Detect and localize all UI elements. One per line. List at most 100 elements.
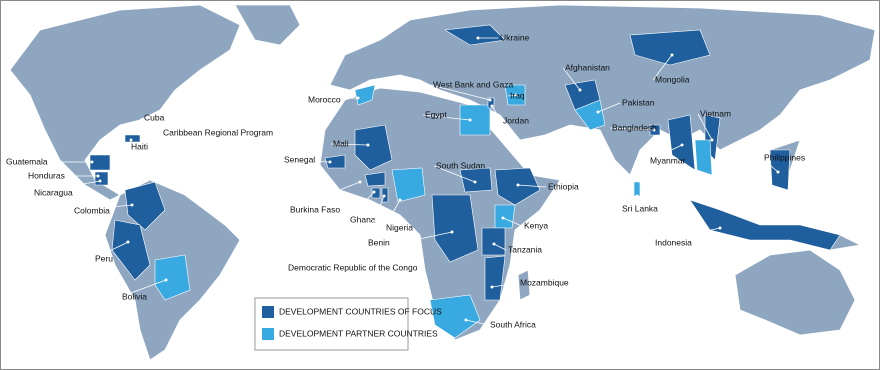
location-dot	[96, 174, 100, 178]
location-dot	[473, 180, 477, 184]
country-label: Peru	[95, 253, 113, 263]
location-dot	[490, 285, 494, 289]
legend-swatch	[262, 306, 274, 318]
country-label: Myanmar	[650, 155, 686, 165]
country-label: Ghana	[350, 214, 376, 224]
location-dot	[710, 138, 714, 142]
location-dot	[680, 143, 684, 147]
leader-line	[491, 105, 502, 122]
location-dot	[130, 203, 134, 207]
leader-line	[465, 319, 489, 326]
leader-line	[430, 84, 491, 101]
country-label: Morocco	[308, 94, 341, 104]
country-labels: Ukraine Afghanistan Mongolia West Bank and …	[4, 32, 805, 329]
country-label: Colombia	[74, 205, 110, 215]
location-dot	[514, 93, 518, 97]
leader-line	[562, 67, 581, 91]
country-label: Ethiopia	[548, 181, 579, 191]
leader-line	[491, 282, 519, 288]
legend-swatch	[262, 328, 274, 340]
location-dot	[129, 138, 133, 142]
leader-line	[347, 191, 375, 221]
leader-line	[383, 199, 401, 229]
country-label: Jordan	[503, 115, 529, 125]
leader-line	[761, 157, 779, 173]
leader-line	[285, 231, 453, 269]
country-label: Nicaragua	[34, 187, 73, 197]
leader-line	[129, 117, 143, 129]
country-label: Iraq	[510, 90, 525, 100]
location-dot	[718, 226, 722, 230]
country-label: Mozambique	[520, 277, 569, 287]
location-dot	[398, 198, 402, 202]
country-label: Senegal	[284, 154, 315, 164]
location-dot	[382, 194, 386, 198]
country-label: Guatemala	[6, 156, 48, 166]
leader-line	[697, 113, 713, 141]
country-label: Mongolia	[655, 74, 690, 84]
country-label: Democratic Republic of the Congo	[288, 262, 418, 272]
location-dot	[492, 242, 496, 246]
country-label: Egypt	[425, 109, 447, 119]
country-label: Ukraine	[500, 32, 530, 42]
location-dot	[372, 190, 376, 194]
country-label: West Bank and Gaza	[433, 79, 513, 89]
location-dot	[164, 278, 168, 282]
leader-line	[31, 180, 101, 194]
leader-line	[493, 243, 507, 251]
location-dot	[670, 53, 674, 57]
country-label: South Africa	[490, 319, 536, 329]
country-label: Afghanistan	[565, 62, 610, 72]
leader-line	[119, 279, 167, 298]
country-label: Burkina Faso	[290, 204, 340, 214]
location-dot	[488, 98, 492, 102]
location-dot	[652, 128, 656, 132]
country-label: Sri Lanka	[622, 203, 658, 213]
country-label: Tanzania	[508, 244, 542, 254]
location-dot	[464, 318, 468, 322]
legend-box	[254, 297, 409, 351]
location-dot	[143, 138, 147, 142]
leader-line	[330, 143, 369, 146]
leader-line	[619, 195, 638, 210]
leader-line	[422, 114, 471, 121]
country-label: Bangladesh	[612, 122, 657, 132]
leader-line	[287, 181, 361, 211]
location-dot	[635, 194, 639, 198]
leader-line	[144, 132, 162, 141]
leader-line	[305, 97, 359, 101]
leader-line	[597, 102, 621, 113]
leader-line	[433, 165, 476, 183]
country-label: Caribbean Regional Program	[163, 127, 273, 137]
location-dot	[450, 230, 454, 234]
location-dot	[776, 170, 780, 174]
location-dot	[366, 143, 370, 147]
location-dot	[501, 216, 505, 220]
location-dot	[468, 118, 472, 122]
country-label: Cuba	[144, 112, 165, 122]
leader-line	[92, 241, 129, 260]
country-label: South Sudan	[436, 160, 485, 170]
location-dot	[128, 126, 132, 130]
country-label: Honduras	[28, 170, 65, 180]
location-dot	[578, 88, 582, 92]
legend: DEVELOPMENT COUNTRIES OF FOCUS DEVELOPMEN…	[254, 297, 442, 351]
country-label: Benin	[368, 237, 390, 247]
location-dot	[596, 110, 600, 114]
leader-line	[281, 159, 331, 163]
leader-line	[647, 144, 683, 162]
location-dot	[476, 36, 480, 40]
country-label: Kenya	[524, 220, 548, 230]
leader-line	[502, 217, 523, 227]
highlighted-countries	[89, 24, 841, 339]
location-dot	[516, 183, 520, 187]
location-dot	[358, 180, 362, 184]
country-label: Bolivia	[122, 291, 147, 301]
leader-line	[609, 127, 655, 131]
country-label: Pakistan	[622, 97, 655, 107]
legend-label: DEVELOPMENT COUNTRIES OF FOCUS	[279, 306, 442, 316]
country-label: Philippines	[764, 152, 805, 162]
legend-label: DEVELOPMENT PARTNER COUNTRIES	[279, 328, 438, 338]
location-dot	[90, 160, 94, 164]
